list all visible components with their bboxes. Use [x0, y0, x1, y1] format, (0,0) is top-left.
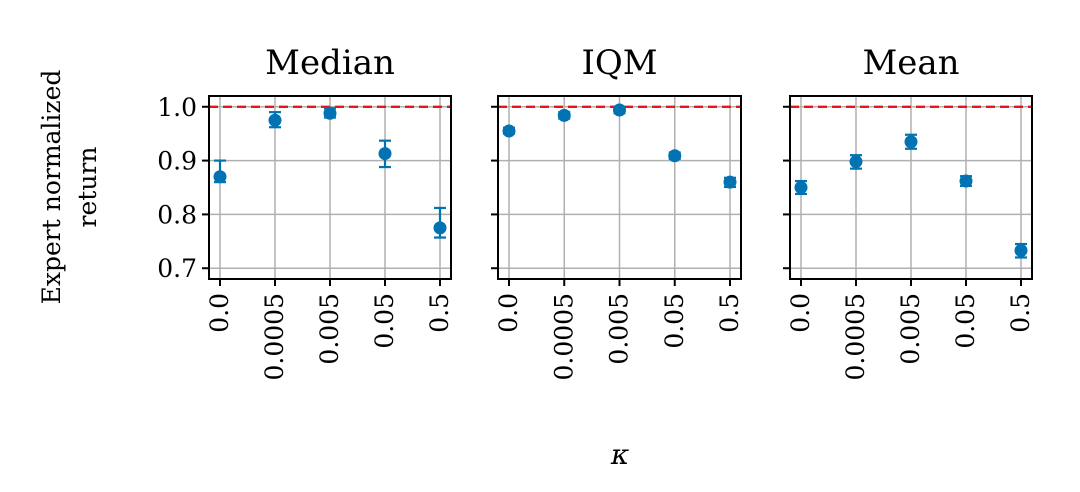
data-point	[794, 181, 808, 194]
x-tick-label: 0.0005	[549, 293, 578, 380]
data-point	[723, 175, 737, 189]
data-point	[378, 147, 392, 161]
x-tick-label: 0.0	[786, 293, 815, 333]
data-point	[904, 135, 918, 149]
y-tick-label: 0.9	[157, 147, 197, 176]
data-point	[1014, 243, 1028, 257]
x-tick-label: 0.0005	[260, 293, 289, 380]
data-point	[502, 124, 516, 138]
x-tick-label: 0.0	[494, 293, 523, 333]
panel-median: 0.7 0.8 0.9 1.0 0.0 0.0005 0.005 0.05 0.5 Median	[157, 43, 454, 380]
x-tick-label: 0.0005	[841, 293, 870, 380]
y-axis-label-line-1: Expert normalized	[37, 70, 66, 305]
x-tick-label: 0.0	[205, 293, 234, 333]
x-tick-label: 0.5	[1006, 293, 1035, 333]
data-point	[323, 106, 337, 120]
x-tick-label: 0.5	[425, 293, 454, 333]
data-point	[268, 113, 282, 127]
data-point	[959, 174, 973, 188]
x-tick-label: 0.05	[660, 293, 689, 349]
panel-mean: 0.0 0.0005 0.005 0.05 0.5 Mean	[783, 43, 1035, 380]
x-tick-label: 0.5	[715, 293, 744, 333]
y-tick-label: 0.8	[157, 200, 197, 229]
x-tick-label: 0.05	[370, 293, 399, 349]
data-point	[668, 149, 682, 163]
y-tick-label: 1.0	[157, 93, 197, 122]
x-axis-label: κ	[610, 438, 629, 471]
x-tick-label: 0.005	[896, 293, 925, 365]
y-axis-label-line-2: return	[73, 147, 102, 228]
panel-iqm: 0.0 0.0005 0.005 0.05 0.5 IQM	[491, 43, 744, 380]
data-point	[557, 108, 571, 122]
y-tick-label: 0.7	[157, 254, 197, 283]
data-point	[849, 155, 863, 169]
x-tick-label: 0.005	[605, 293, 634, 365]
data-point	[613, 103, 626, 117]
panel-title: Median	[265, 43, 395, 83]
data-point	[213, 170, 227, 184]
data-point	[433, 221, 447, 235]
panel-title: Mean	[862, 43, 959, 83]
panel-title: IQM	[581, 43, 657, 83]
x-tick-label: 0.005	[315, 293, 344, 365]
y-axis-label: Expert normalized return	[37, 70, 102, 305]
x-tick-label: 0.05	[951, 293, 980, 349]
panels: 0.70.80.91.00.0 0.0005 0.005 0.05 0.5Median0…	[157, 43, 1035, 380]
